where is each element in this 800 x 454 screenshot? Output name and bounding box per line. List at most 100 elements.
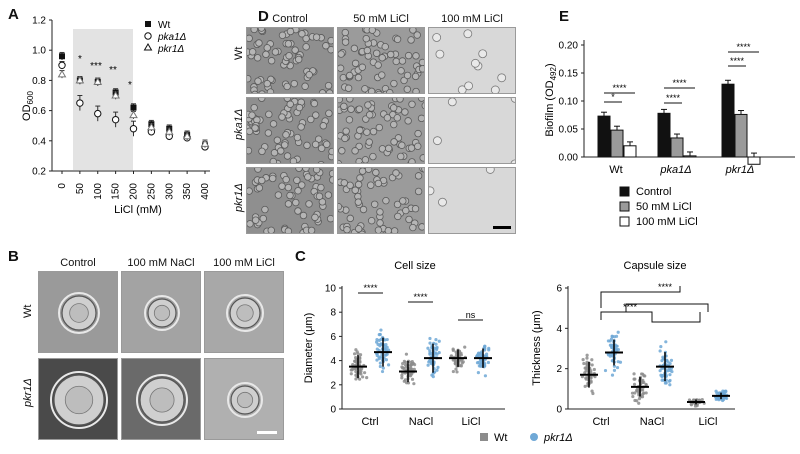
cell-nucleus	[236, 304, 254, 322]
micrograph-cell	[261, 205, 269, 214]
capsule-halo	[227, 382, 263, 418]
micrograph-cell	[354, 73, 363, 82]
micrograph-cell	[412, 52, 420, 60]
a-xtick-label: 250	[146, 183, 157, 200]
micrograph-cell	[322, 42, 330, 50]
micrograph-cell	[358, 63, 367, 71]
micrograph-cell	[257, 28, 266, 32]
c-dot-cellsize	[375, 358, 379, 362]
micrograph-cell	[247, 146, 253, 155]
a-xtick-label: 0	[57, 183, 68, 189]
micrograph-cell	[457, 85, 467, 93]
micrograph-cell	[298, 181, 306, 189]
panel-b-col-licl: 100 mM LiCl	[213, 257, 275, 269]
micrograph-cell	[338, 64, 345, 72]
c-dot-capsule	[660, 378, 664, 382]
legend-wt-marker	[145, 21, 151, 27]
panel-c-significance: **** **** ns **** ****	[358, 282, 709, 323]
c-dot-cellsize	[477, 354, 481, 358]
legend-pka1: pka1Δ	[157, 32, 187, 43]
micrograph-cell	[338, 50, 345, 58]
panel-label-e: E	[559, 8, 570, 25]
c-dot-capsule	[669, 358, 674, 362]
c-dot-capsule	[609, 345, 614, 349]
a-ytick-label: 0.8	[32, 76, 46, 87]
c-dot-capsule	[724, 396, 729, 401]
panel-b-image-r2-c1	[38, 358, 118, 440]
c-dot-capsule	[633, 391, 637, 395]
micrograph-cell	[273, 136, 282, 144]
micrograph-cell	[351, 59, 360, 68]
micrograph-cell	[409, 28, 417, 34]
micrograph-cell	[435, 49, 445, 59]
micrograph-cell	[447, 98, 457, 107]
c-xlabel-right: NaCl	[640, 416, 664, 428]
micrograph-cell	[324, 81, 333, 90]
c-dot-cellsize	[378, 332, 382, 337]
e-sig-label: ****	[730, 56, 745, 66]
c-dot-cellsize	[357, 377, 362, 381]
sig-a-50: *	[78, 54, 82, 65]
c-dot-cellsize	[350, 368, 354, 372]
micrograph-cell	[363, 128, 371, 136]
panel-a-y-ticks: 0.2 0.4 0.6 0.8 1.0 1.2	[32, 16, 52, 178]
scale-bar	[257, 431, 277, 434]
c-dot-cellsize	[409, 363, 413, 367]
a-xtick-label: 300	[164, 183, 175, 200]
micrograph-cell	[315, 192, 324, 200]
panel-e-xlabel-pkr1: pkr1Δ	[725, 164, 755, 176]
c-dot-cellsize	[403, 378, 407, 382]
micrograph-cell	[267, 226, 275, 233]
c-dot-cellsize	[434, 342, 438, 346]
micrograph-cell	[251, 124, 259, 132]
micrograph-cell	[263, 79, 271, 88]
cell-nucleus	[69, 303, 89, 323]
micrograph-cell	[378, 71, 386, 79]
micrograph-cell	[324, 191, 333, 199]
e-sig-label: ****	[666, 93, 681, 103]
c-dot-capsule	[581, 358, 585, 362]
c-dot-capsule	[615, 365, 620, 370]
micrograph-cell	[284, 40, 293, 48]
micrograph-cell	[282, 131, 290, 139]
micrograph-cell	[432, 33, 442, 42]
c-ytick-label-right: 2	[556, 364, 562, 375]
shaded-region	[73, 29, 133, 170]
a-xtick-label: 50	[75, 183, 86, 195]
micrograph-cell	[361, 156, 370, 163]
micrograph-cells	[338, 98, 424, 163]
c-dot-capsule	[641, 378, 645, 382]
c-dot-cellsize	[401, 366, 406, 370]
micrograph-cell-view	[58, 292, 100, 334]
micrograph-cell	[271, 48, 280, 56]
micrograph-cell	[325, 109, 333, 118]
micrograph-cell	[338, 159, 342, 163]
c-dot-capsule	[585, 356, 589, 360]
micrograph-cell-view	[227, 382, 277, 434]
c-dot-cellsize	[477, 360, 481, 364]
c-sig-bracket-right	[600, 311, 653, 320]
c-dot-cellsize	[455, 370, 459, 374]
c-dot-capsule	[700, 398, 704, 402]
micrograph-cell	[247, 187, 253, 195]
a-ytick-label: 1.2	[32, 16, 46, 27]
micrograph-cell	[294, 55, 303, 64]
micrograph-cell	[312, 111, 320, 119]
micrograph-cell	[401, 108, 409, 116]
panel-d-image-r2-c3	[428, 97, 516, 164]
micrograph-cell	[383, 114, 392, 122]
micrograph-cell	[372, 168, 380, 177]
micrograph-cell	[354, 225, 363, 233]
capsule-halo	[136, 374, 188, 426]
panel-b-image-r1-c3	[204, 271, 284, 353]
a-xtick-label: 150	[111, 183, 122, 200]
micrograph-cell	[345, 71, 354, 80]
panel-b-row-pkr1: pkr1Δ	[22, 378, 34, 407]
micrograph-cell	[510, 98, 515, 103]
micrograph-cell	[346, 214, 354, 223]
sig-a-200: *	[128, 80, 132, 91]
c-dot-cellsize	[451, 369, 455, 374]
micrograph-cell	[350, 44, 359, 53]
panel-b-col-control: Control	[60, 257, 96, 269]
legend-c-wt-marker	[480, 433, 488, 441]
